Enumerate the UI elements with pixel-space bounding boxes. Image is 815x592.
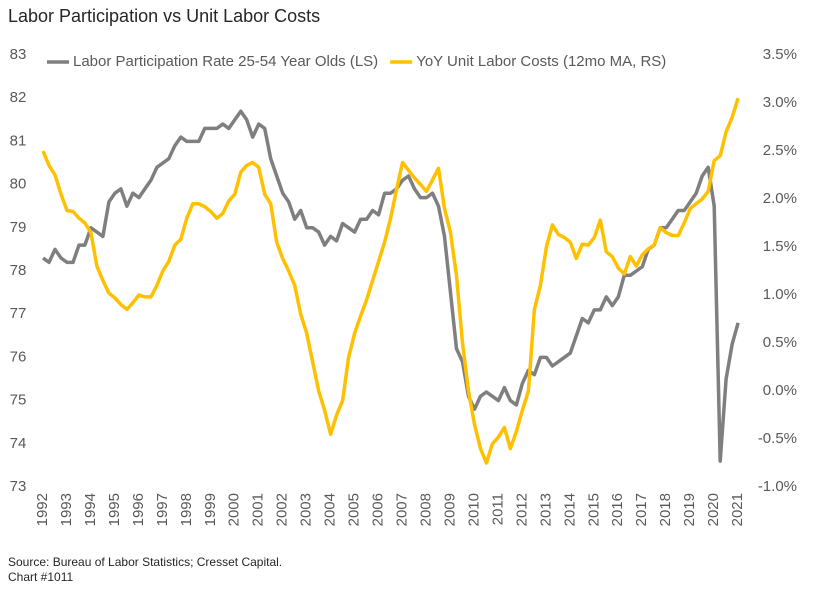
x-tick-label: 2021 <box>729 493 746 526</box>
y2-tick-label: 3.0% <box>763 94 797 111</box>
x-tick-label: 2015 <box>585 493 602 526</box>
y2-tick-label: 0.0% <box>763 382 797 399</box>
y-tick-label: 77 <box>10 305 27 322</box>
x-tick-label: 2009 <box>441 493 458 526</box>
x-tick-label: 2012 <box>513 493 530 526</box>
x-tick-label: 2010 <box>465 493 482 526</box>
x-tick-label: 1994 <box>82 493 99 526</box>
x-tick-label: 2000 <box>226 493 243 526</box>
x-tick-label: 1997 <box>154 493 171 526</box>
x-tick-label: 2001 <box>250 493 267 526</box>
x-tick-label: 1996 <box>130 493 147 526</box>
source-note: Source: Bureau of Labor Statistics; Cres… <box>8 555 282 569</box>
x-tick-label: 1999 <box>202 493 219 526</box>
x-tick-label: 2004 <box>322 493 339 526</box>
x-tick-label: 2018 <box>657 493 674 526</box>
x-tick-label: 2005 <box>346 493 363 526</box>
y2-tick-label: 0.5% <box>763 334 797 351</box>
x-tick-label: 2014 <box>561 493 578 526</box>
x-tick-label: 2008 <box>417 493 434 526</box>
legend-label: YoY Unit Labor Costs (12mo MA, RS) <box>416 53 666 70</box>
x-tick-label: 2006 <box>370 493 387 526</box>
y2-tick-label: 2.5% <box>763 142 797 159</box>
x-tick-label: 1995 <box>106 493 123 526</box>
y-tick-label: 74 <box>10 435 27 452</box>
y2-tick-label: 1.0% <box>763 286 797 303</box>
x-tick-label: 2019 <box>681 493 698 526</box>
y2-tick-label: 1.5% <box>763 238 797 255</box>
y-tick-label: 75 <box>10 392 27 409</box>
x-tick-label: 2016 <box>609 493 626 526</box>
x-tick-label: 1993 <box>58 493 75 526</box>
y-tick-label: 73 <box>10 478 27 495</box>
y2-tick-label: -0.5% <box>758 430 797 447</box>
legend-label: Labor Participation Rate 25-54 Year Olds… <box>73 53 378 70</box>
y-tick-label: 79 <box>10 219 27 236</box>
y-tick-label: 81 <box>10 132 27 149</box>
x-tick-label: 2011 <box>489 493 506 525</box>
x-tick-label: 2017 <box>633 493 650 526</box>
series-line <box>41 97 740 465</box>
x-tick-label: 2020 <box>705 493 722 526</box>
x-tick-label: 1998 <box>178 493 195 526</box>
x-tick-label: 2013 <box>537 493 554 526</box>
x-tick-label: 1992 <box>34 493 51 526</box>
y2-tick-label: 3.5% <box>763 46 797 63</box>
y-tick-label: 78 <box>10 262 27 279</box>
x-tick-label: 2003 <box>298 493 315 526</box>
chart-number: Chart #1011 <box>8 570 73 584</box>
y-tick-label: 80 <box>10 176 27 193</box>
x-tick-label: 2002 <box>274 493 291 526</box>
x-tick-label: 2007 <box>394 493 411 526</box>
y2-tick-label: -1.0% <box>758 478 797 495</box>
y-tick-label: 82 <box>10 89 27 106</box>
series-line <box>41 109 740 463</box>
y-tick-label: 83 <box>10 46 27 63</box>
y2-tick-label: 2.0% <box>763 190 797 207</box>
y-tick-label: 76 <box>10 348 27 365</box>
chart-title: Labor Participation vs Unit Labor Costs <box>8 6 320 26</box>
